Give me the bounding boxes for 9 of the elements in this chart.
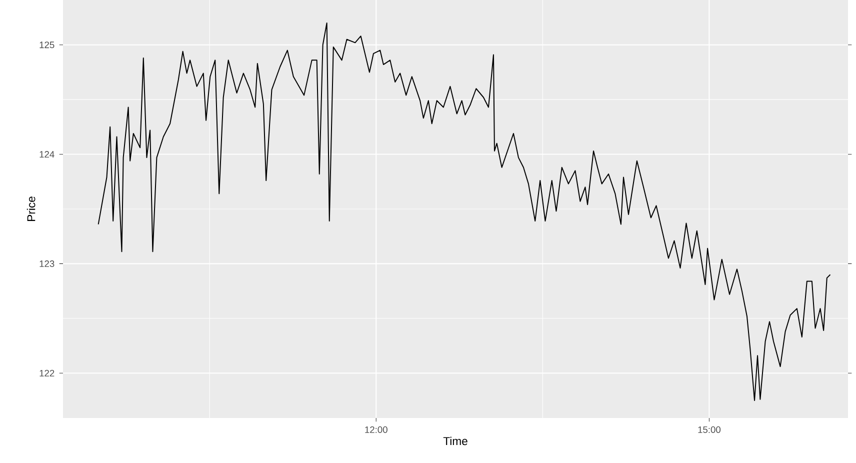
line-series [98, 22, 831, 401]
y-tick-label: 125 [40, 42, 54, 48]
y-axis-title: Price [26, 196, 36, 221]
y-tick-label: 124 [40, 151, 54, 158]
x-tick-label: 12:00 [365, 426, 388, 433]
x-tick-label: 15:00 [698, 426, 721, 433]
y-tick-label: 122 [40, 370, 54, 376]
y-tick-label: 123 [40, 260, 54, 267]
x-axis-title: Time [443, 436, 468, 446]
